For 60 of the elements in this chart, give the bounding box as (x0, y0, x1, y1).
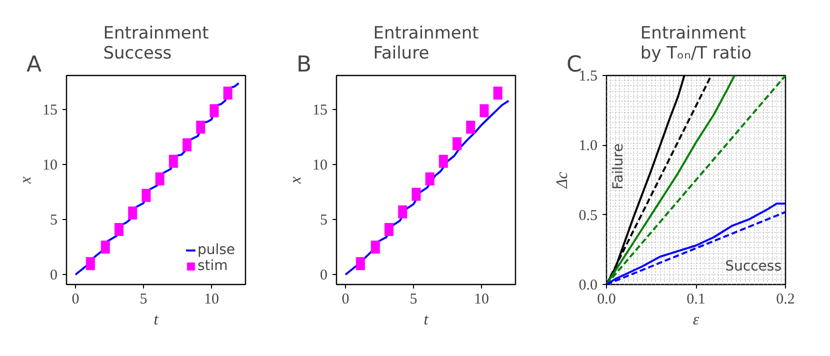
annotation: Failure (610, 143, 626, 190)
point (86, 257, 95, 270)
y-axis-title: Δc (554, 172, 571, 190)
y-tick-label: 0.0 (578, 278, 598, 294)
x-tick-label: 10 (474, 292, 489, 308)
point (398, 205, 408, 218)
legend-label: pulse (197, 242, 235, 258)
chart-title: Entrainment Success (103, 24, 210, 64)
y-tick-label: 1.0 (578, 138, 598, 154)
x-axis-title: ε (692, 312, 700, 328)
x-tick-label: 0.2 (776, 292, 795, 308)
x-tick-label: 0.0 (597, 292, 616, 308)
y-tick-label: 0 (320, 268, 328, 284)
y-tick-label: 0 (50, 268, 58, 284)
text: C (566, 52, 582, 78)
point (493, 86, 502, 100)
x-tick-label: 5 (140, 292, 148, 308)
point (370, 240, 380, 254)
x-tick-label: 5 (410, 292, 418, 308)
point (223, 86, 232, 100)
point (480, 104, 489, 118)
x-tick-label: 0.1 (686, 292, 706, 308)
y-tick-label: 10 (42, 158, 58, 174)
text: A (26, 52, 42, 78)
point (128, 206, 138, 220)
point (142, 188, 151, 202)
point (452, 137, 462, 150)
x-tick-label: 0 (72, 292, 80, 308)
point (384, 223, 394, 236)
y-tick-label: 0.5 (578, 208, 598, 224)
point (168, 154, 178, 168)
line-series (74, 82, 240, 276)
x-tick-label: 0 (342, 292, 350, 308)
y-tick-label: 5 (50, 212, 58, 229)
annotation: Success (725, 258, 782, 274)
y-axis-title: x (288, 176, 304, 185)
point (438, 154, 448, 168)
point (182, 138, 192, 152)
point (155, 172, 164, 186)
point (100, 240, 110, 254)
point (196, 120, 206, 134)
point (412, 188, 421, 201)
text: B (296, 52, 312, 78)
x-tick-label: 10 (204, 292, 219, 308)
x-axis-title: t (424, 312, 429, 328)
y-tick-label: 10 (312, 158, 328, 174)
point (356, 257, 365, 270)
x-axis-title: t (154, 312, 159, 328)
point (210, 104, 219, 118)
y-axis-title: x (18, 176, 34, 185)
y-tick-label: 5 (320, 212, 328, 229)
chart-title: Entrainment by Tₒₙ/T ratio (640, 24, 752, 64)
line-series (344, 100, 510, 276)
point (466, 120, 476, 134)
point (114, 223, 124, 236)
y-tick-label: 15 (42, 102, 58, 119)
y-tick-label: 15 (312, 102, 328, 119)
legend-label: stim (197, 258, 228, 274)
chart-title: Entrainment Failure (373, 24, 480, 64)
point (425, 172, 434, 186)
